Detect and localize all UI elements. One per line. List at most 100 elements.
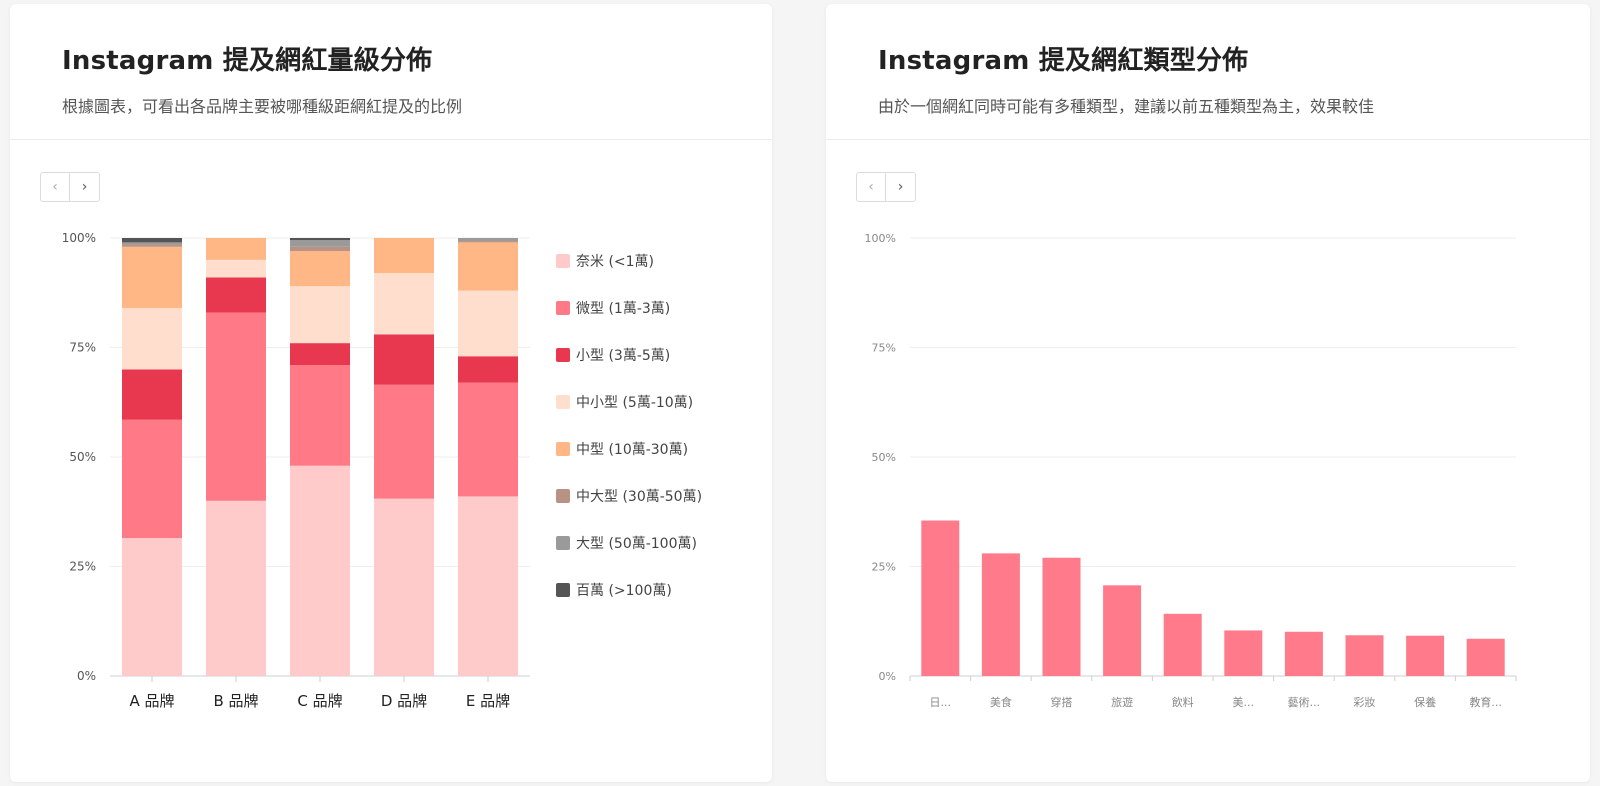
bar-segment: [122, 308, 182, 370]
y-tick-label: 25%: [872, 561, 896, 574]
bar-segment: [458, 356, 518, 383]
legend-label: 小型 (3萬-5萬): [576, 348, 670, 364]
bar-segment: [290, 246, 350, 252]
legend-swatch: [556, 583, 570, 597]
bar-segment: [290, 286, 350, 344]
bar-segment: [290, 240, 350, 247]
bar-segment: [374, 273, 434, 335]
bar: [1345, 635, 1384, 676]
next-page-button[interactable]: ›: [70, 172, 100, 202]
bar: [1406, 635, 1445, 676]
y-tick-label: 100%: [865, 232, 896, 245]
legend-swatch: [556, 348, 570, 362]
x-category-label: 美食: [990, 695, 1012, 709]
x-category-label: D 品牌: [381, 692, 427, 710]
bar: [1103, 585, 1142, 676]
bar-segment: [458, 242, 518, 291]
bar: [1224, 630, 1263, 676]
legend-label: 中大型 (30萬-50萬): [576, 489, 702, 505]
chart-pager: ‹ ›: [856, 172, 916, 202]
bar-segment: [458, 290, 518, 357]
y-tick-label: 75%: [872, 342, 896, 355]
legend-label: 中型 (10萬-30萬): [576, 442, 688, 458]
x-category-label: 保養: [1414, 695, 1436, 709]
x-category-label: 飲料: [1172, 695, 1194, 709]
x-category-label: 彩妝: [1354, 695, 1376, 709]
bar-segment: [206, 259, 266, 278]
bar-segment: [374, 238, 434, 274]
bar-segment: [122, 242, 182, 245]
bar-segment: [122, 419, 182, 539]
x-category-label: 穿搭: [1051, 695, 1073, 709]
bar-segment: [290, 465, 350, 676]
bar-segment: [374, 334, 434, 385]
legend-swatch: [556, 395, 570, 409]
prev-page-button[interactable]: ‹: [40, 172, 70, 202]
x-category-label: 藝術...: [1288, 696, 1321, 709]
bar-segment: [290, 251, 350, 287]
y-tick-label: 50%: [69, 450, 96, 464]
bar-segment: [374, 384, 434, 499]
bar: [921, 520, 960, 676]
bar-segment: [374, 498, 434, 676]
bar-segment: [206, 277, 266, 313]
bar-segment: [290, 343, 350, 366]
bar-segment: [122, 538, 182, 676]
x-category-label: C 品牌: [297, 692, 342, 710]
x-category-label: B 品牌: [213, 692, 258, 710]
legend-label: 大型 (50萬-100萬): [576, 536, 697, 552]
chart-pager: ‹ ›: [40, 172, 100, 202]
bar-segment: [122, 244, 182, 247]
legend-swatch: [556, 489, 570, 503]
legend-swatch: [556, 536, 570, 550]
y-tick-label: 0%: [77, 669, 96, 683]
bar-segment: [206, 312, 266, 501]
card-header: Instagram 提及網紅類型分佈 由於一個網紅同時可能有多種類型，建議以前五…: [826, 4, 1590, 140]
bar-segment: [458, 496, 518, 676]
legend-label: 奈米 (<1萬): [576, 254, 654, 270]
stacked-bar-chart: 0% 25% 50% 75% 100% A 品牌 B 品牌 C 品牌 D 品牌 E 品牌 奈米 (<…: [62, 231, 702, 710]
influencer-type-card: Instagram 提及網紅類型分佈 由於一個網紅同時可能有多種類型，建議以前五…: [826, 4, 1590, 782]
bar: [1284, 631, 1323, 676]
bar-segment: [206, 500, 266, 676]
y-tick-label: 50%: [872, 451, 896, 464]
legend-swatch: [556, 301, 570, 315]
y-tick-label: 100%: [62, 231, 96, 245]
bar-segment: [458, 238, 518, 242]
bar-segment: [206, 238, 266, 260]
y-tick-label: 0%: [879, 670, 896, 683]
influencer-tier-card: Instagram 提及網紅量級分佈 根據圖表，可看出各品牌主要被哪種級距網紅提…: [10, 4, 772, 782]
legend-swatch: [556, 254, 570, 268]
bar-segment: [122, 369, 182, 420]
x-category-label: 美...: [1233, 696, 1255, 709]
card-title: Instagram 提及網紅類型分佈: [878, 46, 1249, 76]
bar-segment: [290, 238, 350, 241]
prev-page-button[interactable]: ‹: [856, 172, 886, 202]
x-category-label: E 品牌: [466, 692, 510, 710]
bar: [1466, 638, 1505, 676]
x-category-label: A 品牌: [129, 692, 174, 710]
y-tick-label: 25%: [69, 560, 96, 574]
next-page-button[interactable]: ›: [886, 172, 916, 202]
bar: [1163, 613, 1202, 676]
card-header: Instagram 提及網紅量級分佈 根據圖表，可看出各品牌主要被哪種級距網紅提…: [10, 4, 772, 140]
legend-swatch: [556, 442, 570, 456]
bar-segment: [458, 382, 518, 497]
x-category-label: 旅遊: [1111, 695, 1133, 709]
bar-segment: [122, 246, 182, 309]
bar-segment: [122, 238, 182, 243]
bar: [981, 553, 1020, 676]
bar-segment: [290, 365, 350, 466]
legend-label: 中小型 (5萬-10萬): [576, 395, 693, 411]
bar: [1042, 557, 1081, 676]
card-title: Instagram 提及網紅量級分佈: [62, 46, 433, 76]
bar-segment: [458, 241, 518, 243]
card-subtitle: 根據圖表，可看出各品牌主要被哪種級距網紅提及的比例: [62, 97, 463, 116]
legend-label: 百萬 (>100萬): [576, 583, 672, 599]
bar-chart: 0% 25% 50% 75% 100% 日... 美食 穿搭 旅遊 飲料 美... 藝術... 彩妝 保養…: [865, 232, 1517, 709]
legend-label: 微型 (1萬-3萬): [576, 301, 670, 317]
x-category-label: 教育...: [1469, 695, 1502, 709]
y-tick-label: 75%: [69, 341, 96, 355]
card-subtitle: 由於一個網紅同時可能有多種類型，建議以前五種類型為主，效果較佳: [878, 97, 1375, 116]
x-category-label: 日...: [930, 696, 952, 709]
